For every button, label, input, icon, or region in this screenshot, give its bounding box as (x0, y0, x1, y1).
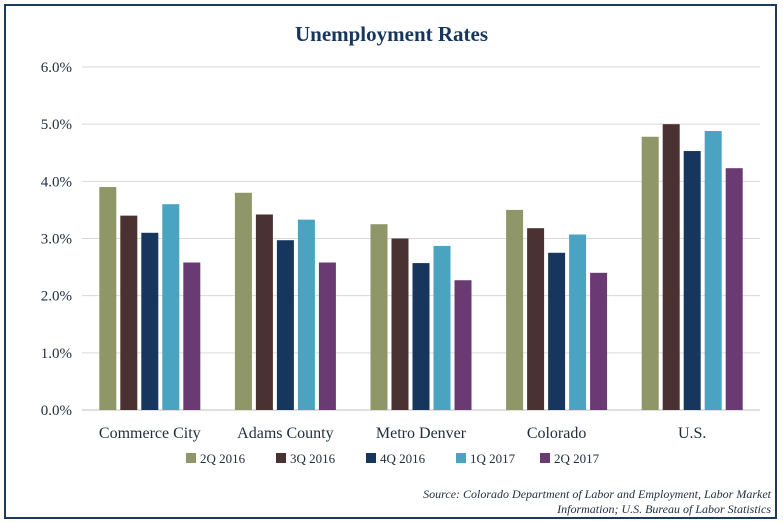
legend-label: 2Q 2016 (200, 451, 246, 466)
y-tick-label: 0.0% (41, 403, 72, 419)
bar (704, 131, 722, 410)
y-tick-label: 3.0% (41, 232, 72, 248)
legend-label: 4Q 2016 (380, 451, 426, 466)
legend-label: 3Q 2016 (290, 451, 336, 466)
bar (120, 215, 138, 410)
bar (454, 280, 472, 410)
bar (662, 124, 680, 411)
bar (318, 262, 336, 410)
y-tick-label: 5.0% (41, 117, 72, 133)
x-category-label: U.S. (678, 425, 706, 442)
bar (391, 238, 409, 410)
x-category-label: Colorado (527, 425, 587, 442)
source-line-2: Information; U.S. Bureau of Labor Statis… (557, 502, 771, 516)
legend-label: 1Q 2017 (470, 451, 516, 466)
x-category-label: Metro Denver (376, 425, 467, 442)
bar (725, 168, 743, 410)
bar (162, 204, 180, 410)
bar (527, 228, 545, 410)
bar (412, 263, 430, 410)
bar (141, 232, 159, 410)
x-category-label: Commerce City (99, 425, 201, 442)
y-tick-label: 6.0% (41, 60, 72, 76)
legend-swatch (276, 453, 286, 463)
source-note: Source: Colorado Department of Labor and… (211, 487, 771, 517)
bar (99, 187, 117, 410)
bar (276, 240, 294, 410)
bar (683, 151, 701, 410)
bar (548, 252, 566, 410)
bar (234, 192, 252, 410)
legend-label: 2Q 2017 (554, 451, 600, 466)
bar (433, 245, 451, 410)
legend-swatch (186, 453, 196, 463)
legend-swatch (540, 453, 550, 463)
bar (255, 214, 273, 410)
bar (183, 262, 201, 410)
bar (370, 224, 388, 410)
source-line-1: Source: Colorado Department of Labor and… (423, 487, 771, 501)
legend-swatch (366, 453, 376, 463)
bar (569, 234, 587, 410)
y-tick-label: 1.0% (41, 346, 72, 362)
bar (506, 209, 524, 410)
legend-swatch (456, 453, 466, 463)
y-tick-label: 4.0% (41, 174, 72, 190)
chart-title: Unemployment Rates (294, 22, 489, 46)
bar (297, 219, 315, 410)
x-category-label: Adams County (237, 425, 333, 442)
bar (641, 136, 659, 410)
y-tick-label: 2.0% (41, 289, 72, 305)
bar (590, 272, 608, 410)
